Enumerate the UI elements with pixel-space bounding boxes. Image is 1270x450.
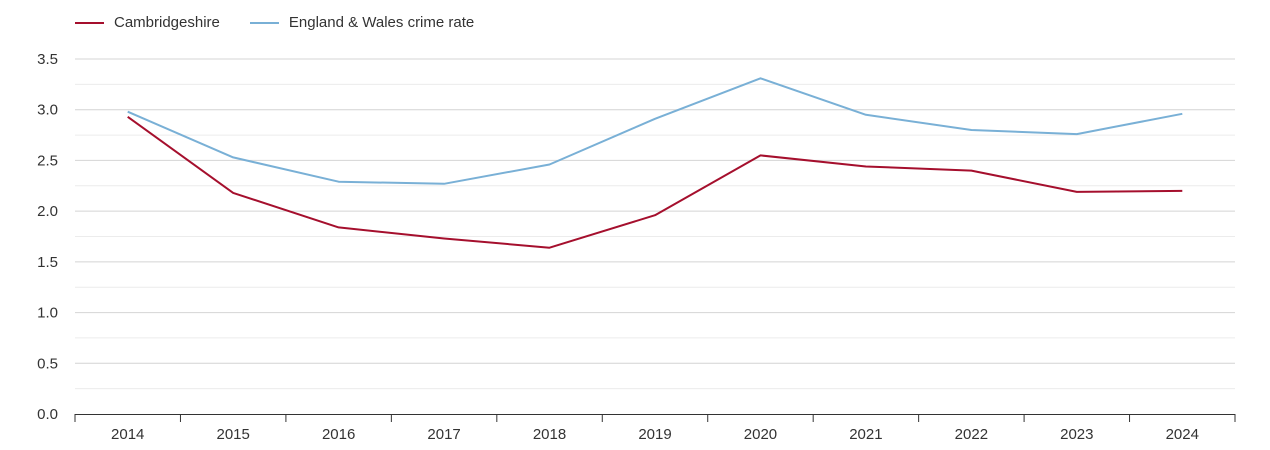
y-tick-label: 0.0 <box>37 406 58 423</box>
x-tick-label: 2016 <box>322 426 355 443</box>
x-tick-label: 2017 <box>427 426 460 443</box>
y-tick-label: 0.5 <box>37 355 58 372</box>
x-tick-label: 2015 <box>216 426 249 443</box>
x-tick-label: 2014 <box>111 426 144 443</box>
series-line-england-wales-crime-rate <box>127 77 1183 185</box>
legend: Cambridgeshire England & Wales crime rat… <box>75 14 474 31</box>
legend-swatch-england-wales <box>249 21 279 24</box>
legend-item-cambridgeshire[interactable]: Cambridgeshire <box>75 14 220 31</box>
legend-label-england-wales: England & Wales crime rate <box>288 14 475 31</box>
y-tick-label: 1.0 <box>37 305 58 322</box>
x-tick-label: 2022 <box>955 426 988 443</box>
x-tick-label: 2018 <box>533 426 566 443</box>
y-tick-label: 2.5 <box>37 152 58 169</box>
legend-item-england-wales[interactable]: England & Wales crime rate <box>249 14 475 31</box>
x-tick-label: 2023 <box>1060 426 1093 443</box>
x-tick-label: 2024 <box>1166 426 1199 443</box>
y-tick-label: 1.5 <box>37 254 58 271</box>
legend-swatch-cambridgeshire <box>75 21 104 24</box>
x-tick-label: 2020 <box>744 426 777 443</box>
legend-label-cambridgeshire: Cambridgeshire <box>114 14 220 31</box>
y-tick-label: 3.0 <box>37 102 58 119</box>
x-tick-label: 2019 <box>638 426 671 443</box>
series-line-cambridgeshire <box>127 115 1183 249</box>
y-tick-label: 3.5 <box>37 51 58 68</box>
x-tick-label: 2021 <box>849 426 882 443</box>
y-tick-label: 2.0 <box>37 203 58 220</box>
